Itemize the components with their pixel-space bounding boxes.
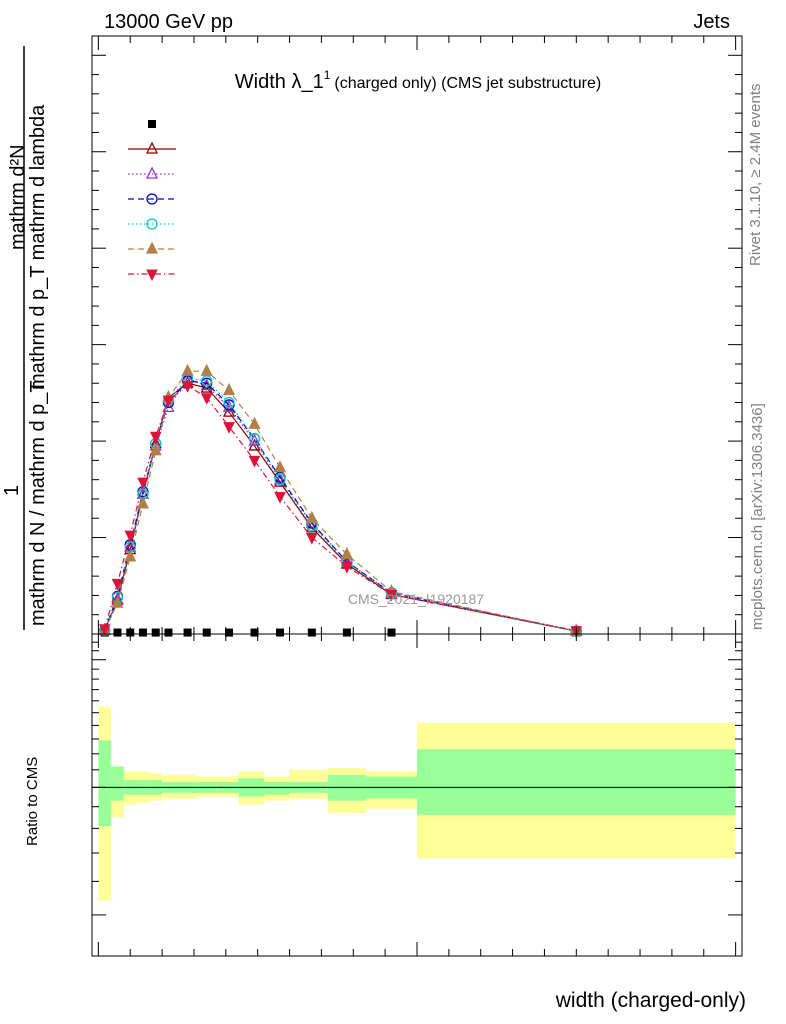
data-point-0-11	[307, 628, 316, 637]
data-point-6-6	[181, 381, 194, 393]
data-point-0-1	[113, 628, 122, 637]
ratio-y-axis-label: Ratio to CMS	[24, 757, 41, 846]
data-point-6-10	[274, 492, 286, 504]
y-axis-label: mathrm d²N mathrm d p_T mathrm d lambda …	[1, 46, 49, 630]
series-0	[100, 628, 581, 637]
series-line-2	[104, 377, 577, 632]
chart-title-superscript: 1	[324, 68, 331, 82]
data-point-6-7	[200, 393, 213, 405]
legend-marker-6	[146, 269, 158, 282]
series-2	[98, 370, 583, 636]
data-point-5-4	[149, 443, 162, 456]
legend-entry-2	[128, 166, 176, 179]
data-point-5-11	[305, 510, 318, 523]
data-point-5-7	[200, 363, 213, 376]
legend-marker-1	[145, 141, 159, 154]
data-point-6-4	[149, 431, 162, 444]
y-axis-label-one: 1	[1, 485, 23, 496]
ratio-uncertainty-band-inner-10	[264, 781, 290, 795]
data-point-6-12	[341, 561, 353, 574]
data-point-0-6	[183, 628, 192, 637]
ratio-uncertainty-band-inner-14	[417, 749, 736, 816]
data-point-4-9	[248, 433, 261, 445]
legend-entry-5	[128, 241, 176, 254]
ratio-uncertainty-band-inner-0	[98, 740, 112, 827]
series-line-3	[104, 380, 577, 632]
data-point-6-13	[385, 589, 398, 602]
legend-marker-4	[146, 218, 158, 230]
legend-marker-0	[148, 120, 156, 128]
data-point-5-1	[111, 595, 124, 608]
main-plot-frame	[91, 35, 743, 635]
data-point-0-13	[387, 628, 396, 637]
legend-entry-3	[128, 193, 176, 205]
legend-entry-0	[148, 120, 156, 128]
data-point-6-1	[111, 578, 124, 591]
series-line-1	[104, 382, 577, 632]
series-line-5	[104, 370, 577, 632]
rivet-version-label: Rivet 3.1.10, ≥ 2.4M events	[747, 84, 764, 267]
legend-marker-3	[146, 193, 158, 205]
data-point-0-12	[342, 628, 351, 637]
y-axis-label-numerator-bottom: mathrm d p_T mathrm d lambda	[27, 104, 49, 390]
data-point-4-8	[223, 396, 235, 409]
data-point-6-2	[124, 530, 137, 543]
data-point-5-12	[340, 546, 353, 560]
data-point-6-11	[306, 533, 318, 545]
data-point-5-3	[136, 496, 150, 509]
series-1	[98, 375, 583, 636]
legend-marker-2	[145, 166, 159, 179]
series-line-6	[104, 384, 577, 632]
data-point-5-8	[222, 383, 236, 396]
chart-title-subtitle: (charged only) (CMS jet substructure)	[334, 75, 601, 92]
series-6	[98, 381, 583, 638]
data-point-0-9	[250, 628, 259, 637]
chart-title: Width λ_11 (charged only) (CMS jet substr…	[235, 68, 601, 93]
series-line-4	[104, 377, 577, 632]
data-point-6-9	[248, 455, 261, 468]
legend-entry-6	[128, 269, 176, 282]
data-point-4-10	[274, 474, 286, 486]
ratio-plot-panel: Ratio to CMS width (charged-only)	[24, 633, 746, 1012]
data-point-6-3	[137, 477, 149, 490]
data-point-0-10	[275, 628, 284, 637]
data-point-0-5	[164, 628, 173, 637]
data-point-5-6	[181, 363, 194, 376]
data-point-2-10	[273, 472, 287, 485]
data-point-2-9	[248, 433, 261, 446]
watermark-label: CMS_2021_I1920187	[348, 591, 484, 607]
chart-title-main: Width λ_1	[235, 71, 324, 93]
ratio-uncertainty-band-inner-1	[111, 766, 124, 801]
data-point-0-7	[202, 628, 211, 637]
data-point-5-2	[124, 549, 137, 562]
series-3	[99, 375, 582, 637]
data-point-6-5	[162, 395, 175, 408]
header-energy-label: 13000 GeV pp	[104, 11, 233, 33]
data-point-6-8	[223, 422, 235, 434]
series-4	[99, 372, 582, 637]
data-point-0-3	[138, 628, 147, 637]
y-axis-label-denominator: mathrm d N / mathrm d p_T	[27, 380, 49, 626]
y-axis-label-numerator-top: mathrm d²N	[7, 144, 29, 250]
legend-marker-5	[145, 241, 159, 254]
main-plot-panel: CMS_2021_I1920187 Width λ_11 (charged onl…	[1, 35, 743, 638]
data-point-5-9	[248, 416, 261, 429]
x-axis-label: width (charged-only)	[555, 989, 746, 1012]
legend-entry-4	[128, 218, 176, 230]
data-point-6-0	[98, 624, 111, 636]
legend-entry-1	[128, 141, 176, 154]
data-point-5-10	[273, 460, 287, 473]
data-point-0-4	[151, 628, 160, 637]
legend	[128, 120, 176, 282]
mcplots-label: mcplots.cern.ch [arXiv:1306.3436]	[749, 403, 766, 630]
header-jets-label: Jets	[693, 11, 730, 33]
data-point-0-8	[225, 628, 234, 637]
